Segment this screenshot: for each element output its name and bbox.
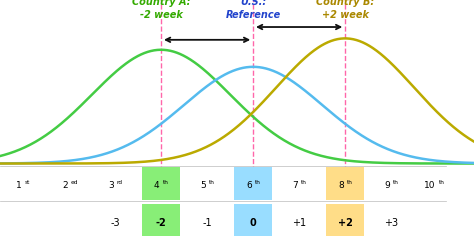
- Text: +2 week: +2 week: [322, 10, 369, 20]
- Text: th: th: [438, 180, 445, 186]
- Text: 1: 1: [16, 181, 22, 190]
- Text: -1: -1: [202, 218, 212, 228]
- Text: -3: -3: [110, 218, 120, 228]
- Text: 6: 6: [246, 181, 252, 190]
- FancyBboxPatch shape: [326, 204, 365, 236]
- FancyBboxPatch shape: [234, 167, 273, 200]
- Text: th: th: [392, 180, 399, 186]
- FancyBboxPatch shape: [326, 167, 365, 200]
- Text: 9: 9: [384, 181, 390, 190]
- Text: 3: 3: [108, 181, 114, 190]
- Text: 8: 8: [338, 181, 344, 190]
- Text: +2: +2: [337, 218, 353, 228]
- Text: th: th: [255, 180, 260, 186]
- Text: U.S.:: U.S.:: [240, 0, 266, 7]
- Text: 5: 5: [200, 181, 206, 190]
- FancyBboxPatch shape: [142, 204, 181, 236]
- Text: 2: 2: [62, 181, 68, 190]
- Text: st: st: [24, 180, 30, 186]
- Text: +3: +3: [384, 218, 398, 228]
- Text: 7: 7: [292, 181, 298, 190]
- Text: th: th: [301, 180, 306, 186]
- Text: th: th: [346, 180, 352, 186]
- Text: -2: -2: [155, 218, 166, 228]
- Text: Reference: Reference: [226, 10, 281, 20]
- Text: 4: 4: [154, 181, 160, 190]
- Text: rd: rd: [117, 180, 122, 186]
- Text: Country A:: Country A:: [132, 0, 191, 7]
- Text: th: th: [209, 180, 214, 186]
- Text: +1: +1: [292, 218, 306, 228]
- Text: -2 week: -2 week: [140, 10, 182, 20]
- Text: Country B:: Country B:: [316, 0, 374, 7]
- FancyBboxPatch shape: [234, 204, 273, 236]
- Text: 10: 10: [424, 181, 436, 190]
- Text: ed: ed: [71, 180, 78, 186]
- Text: 0: 0: [250, 218, 256, 228]
- FancyBboxPatch shape: [142, 167, 181, 200]
- Text: th: th: [163, 180, 168, 186]
